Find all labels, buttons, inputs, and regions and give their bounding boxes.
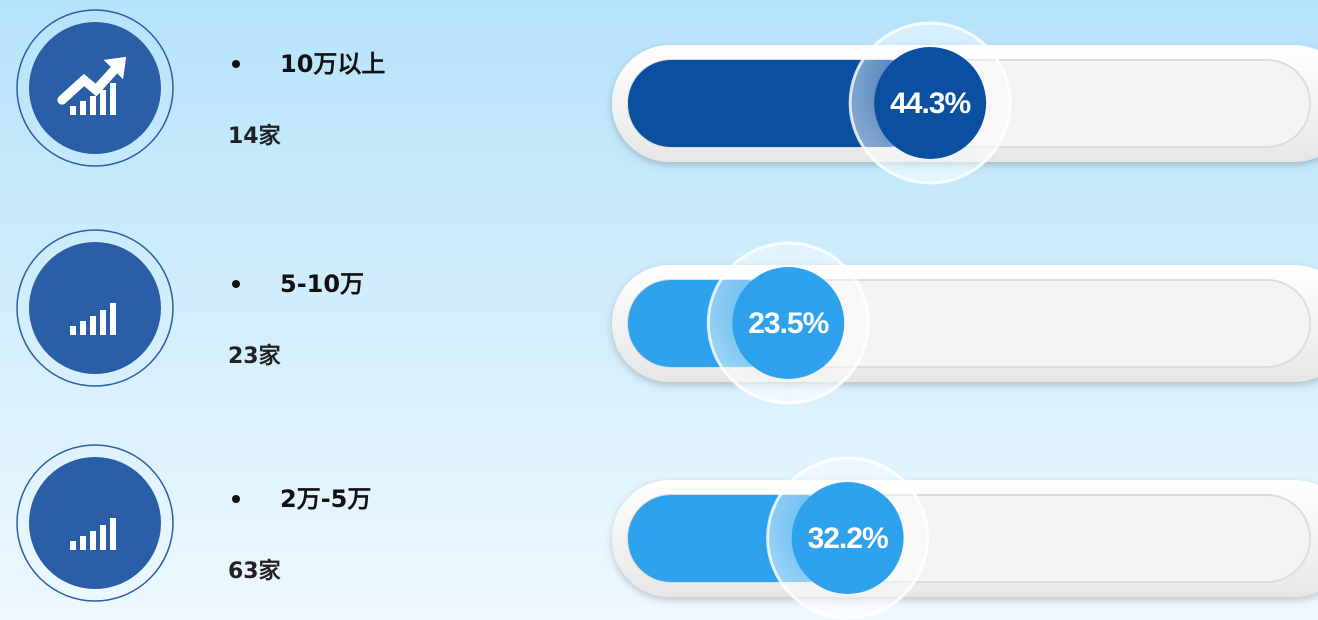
icon-ring bbox=[16, 444, 174, 602]
icon-ring bbox=[16, 229, 174, 387]
item-label: 5-10万 bbox=[280, 270, 364, 298]
percent-label: 32.2% bbox=[808, 522, 888, 555]
icon-bar bbox=[110, 83, 116, 115]
icon-bar bbox=[70, 106, 76, 115]
icon bbox=[29, 242, 161, 374]
percent-label: 44.3% bbox=[890, 87, 970, 120]
bullet bbox=[232, 280, 240, 288]
icon-bar bbox=[110, 303, 116, 335]
percent-label: 23.5% bbox=[748, 307, 828, 340]
icon-bar bbox=[70, 326, 76, 335]
icon-bar bbox=[90, 96, 96, 115]
item-count: 14家 bbox=[228, 123, 282, 149]
icon-bar bbox=[100, 90, 106, 115]
icon-bar bbox=[100, 310, 106, 335]
icon-bar bbox=[80, 101, 86, 115]
badge bbox=[732, 267, 845, 379]
icon-bar bbox=[80, 536, 86, 550]
icon-ring bbox=[16, 9, 174, 167]
icon-arrowhead bbox=[104, 57, 126, 79]
item-label: 10万以上 bbox=[280, 50, 385, 78]
icon-bar bbox=[100, 525, 106, 550]
item-label: 2万-5万 bbox=[280, 485, 371, 513]
icon-bar bbox=[90, 531, 96, 550]
bullet bbox=[232, 60, 240, 68]
icon-bar bbox=[80, 321, 86, 335]
icon bbox=[29, 457, 161, 589]
icon-bar bbox=[70, 541, 76, 550]
icon-arrow bbox=[57, 63, 121, 105]
icon-bar bbox=[90, 316, 96, 335]
item-count: 63家 bbox=[228, 558, 282, 584]
icon-bar bbox=[110, 518, 116, 550]
badge bbox=[791, 482, 904, 594]
badge bbox=[874, 47, 987, 159]
item-count: 23家 bbox=[228, 343, 282, 369]
bullet bbox=[232, 495, 240, 503]
